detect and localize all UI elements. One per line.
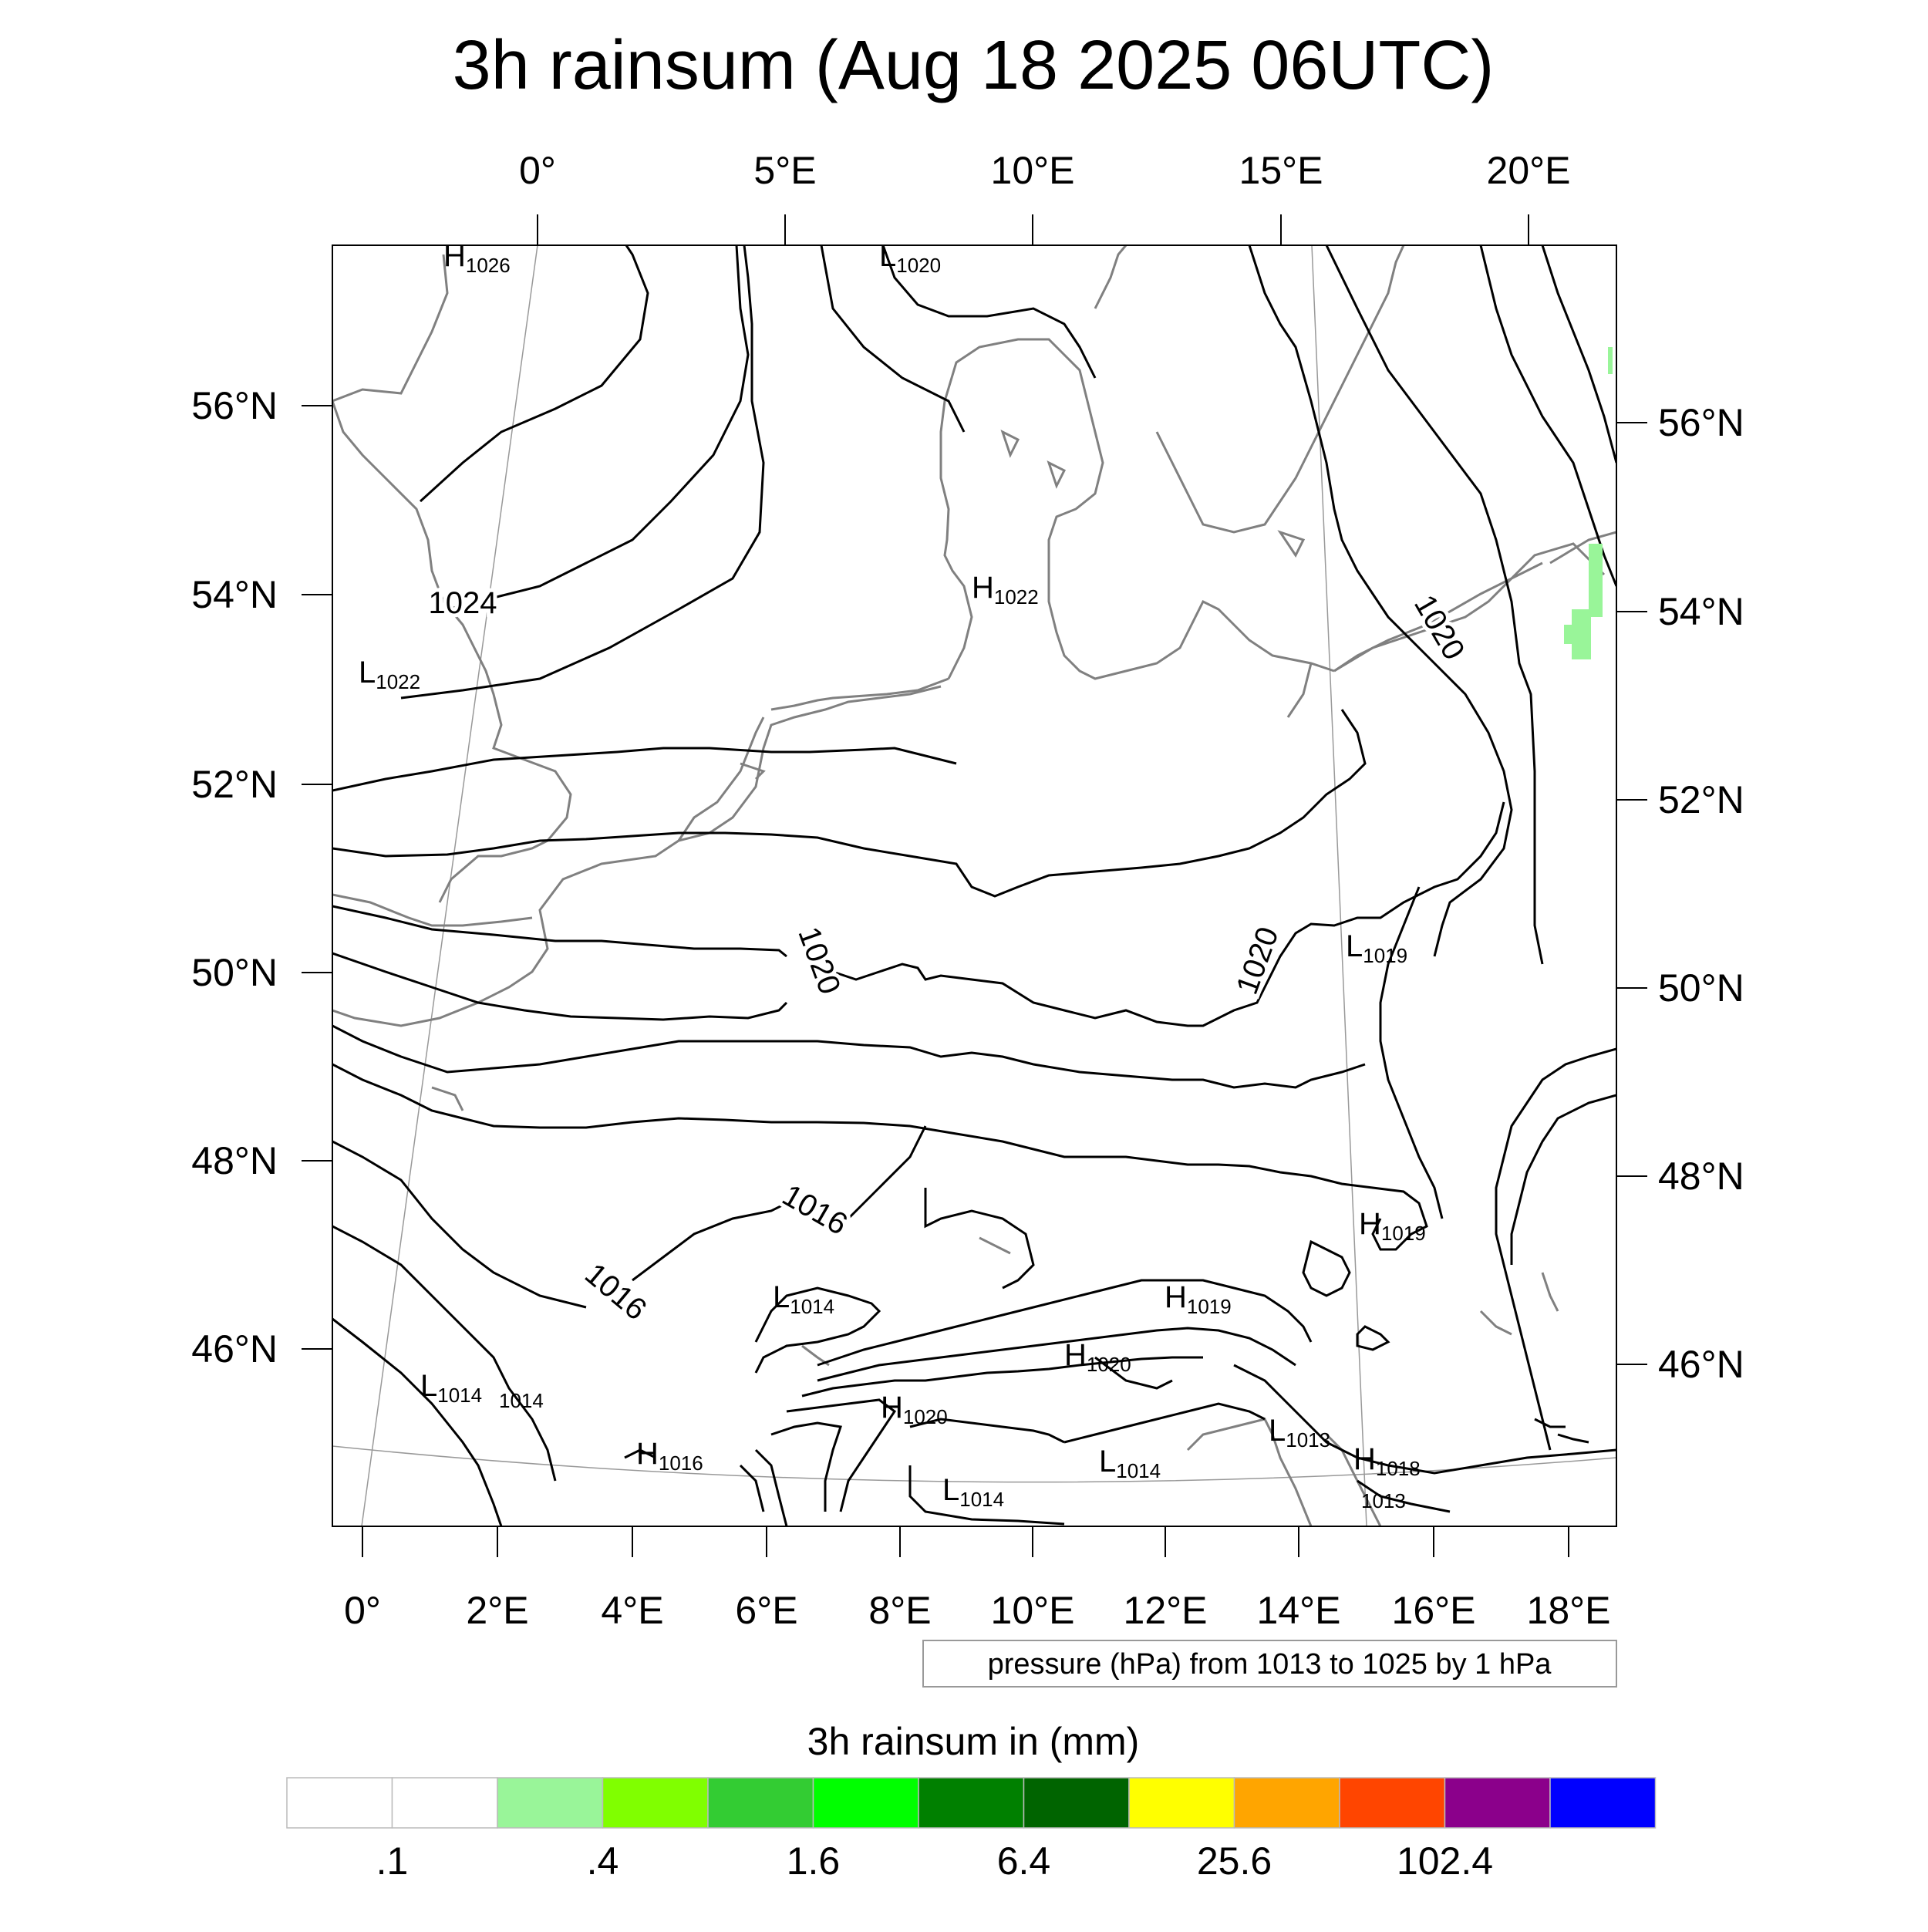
bottom-lon-label: 8°E [868,1589,931,1632]
pressure-center: H1022 [972,571,1039,609]
top-lon-label: 10°E [991,149,1075,192]
left-lat-label: 46°N [191,1327,278,1371]
bottom-lon-label: 4°E [601,1589,663,1632]
bottom-lon-label: 12°E [1124,1589,1208,1632]
right-lat-label: 52°N [1658,778,1744,821]
top-lon-label: 0° [519,149,556,192]
pressure-center: H1018 [1353,1442,1421,1480]
top-lon-label: 20°E [1487,149,1571,192]
isobar-label: 1024 [429,586,497,620]
colorbar-label: 102.4 [1397,1839,1493,1883]
pressure-centers: H1026 L1020 H1022 L1022 L1019 H1019 L101… [359,239,1426,1511]
colorbar-title: 3h rainsum in (mm) [807,1720,1140,1763]
rain-patches [1564,347,1613,659]
contour-info-box [922,1640,1617,1688]
colorbar-box [391,1777,498,1829]
colorbar-box [1549,1777,1657,1829]
pressure-center: L1014 [773,1280,834,1318]
bottom-lon-label: 0° [344,1589,381,1632]
pressure-center: L1013 [1269,1414,1330,1452]
contour-info-text: pressure (hPa) from 1013 to 1025 by 1 hP… [988,1648,1552,1681]
colorbar-label: 1.6 [787,1839,841,1883]
left-lat-labels: 56°N 54°N 52°N 50°N 48°N 46°N [191,384,278,1371]
minor-labels: 1014 1013 [499,1389,1406,1512]
tick-marks [302,214,1647,1557]
colorbar-box [602,1777,709,1829]
right-lat-label: 48°N [1658,1155,1744,1198]
pressure-center: L1020 [879,239,941,277]
pressure-center: L1019 [1346,929,1407,967]
pressure-center: H1020 [881,1391,948,1428]
bottom-lon-label: 10°E [991,1589,1075,1632]
map-frame [332,244,1617,1527]
left-lat-label: 50°N [191,951,278,994]
bottom-lon-label: 6°E [735,1589,797,1632]
isobar-label: 1016 [777,1178,853,1242]
pressure-center: L1022 [359,656,420,693]
left-lat-label: 48°N [191,1139,278,1182]
pressure-center: H1019 [1165,1280,1232,1318]
left-lat-label: 56°N [191,384,278,427]
map-title: 3h rainsum (Aug 18 2025 06UTC) [453,27,1495,104]
colorbar-box [707,1777,814,1829]
pressure-center: L1014 [1099,1445,1161,1482]
colorbar-box [918,1777,1025,1829]
right-lat-label: 50°N [1658,966,1744,1010]
map-area [332,245,1616,1526]
left-lat-label: 54°N [191,573,278,616]
minor-label: 1013 [1361,1489,1406,1512]
minor-label: 1014 [499,1389,544,1412]
coastlines [332,245,1616,1526]
right-lat-labels: 56°N 54°N 52°N 50°N 48°N 46°N [1658,401,1744,1386]
right-lat-label: 54°N [1658,590,1744,633]
pressure-center: H1016 [636,1437,703,1475]
top-lon-label: 5°E [753,149,816,192]
isobar-label: 1020 [791,922,847,999]
pressure-center: H1026 [443,239,511,277]
colorbar-box [497,1777,604,1829]
colorbar-box [1023,1777,1130,1829]
colorbar-box [1128,1777,1235,1829]
colorbar-box [1339,1777,1446,1829]
isobar-label: 1016 [578,1257,652,1327]
bottom-lon-labels: 0° 2°E 4°E 6°E 8°E 10°E 12°E 14°E 16°E 1… [344,1589,1610,1632]
colorbar-label: .4 [587,1839,619,1883]
colorbar-label: .1 [376,1839,409,1883]
bottom-lon-label: 16°E [1392,1589,1476,1632]
colorbar-box [1444,1777,1551,1829]
colorbar-labels: .1 .4 1.6 6.4 25.6 102.4 [376,1839,1493,1883]
bottom-lon-label: 14°E [1257,1589,1341,1632]
top-lon-label: 15°E [1239,149,1323,192]
bottom-lon-label: 2°E [466,1589,528,1632]
colorbar-label: 25.6 [1197,1839,1272,1883]
bottom-lon-label: 18°E [1527,1589,1611,1632]
pressure-center: H1020 [1064,1338,1131,1376]
right-lat-label: 56°N [1658,401,1744,444]
pressure-center: L1014 [942,1473,1004,1511]
isobars [332,245,1616,1526]
colorbar [286,1777,1657,1829]
colorbar-box [1233,1777,1340,1829]
graticule [332,245,1616,1526]
colorbar-label: 6.4 [997,1839,1051,1883]
colorbar-box [286,1777,393,1829]
pressure-center: L1014 [420,1369,482,1407]
right-lat-label: 46°N [1658,1343,1744,1386]
pressure-center: H1019 [1359,1207,1426,1245]
top-lon-labels: 0° 5°E 10°E 15°E 20°E [519,149,1570,192]
left-lat-label: 52°N [191,763,278,806]
colorbar-box [812,1777,919,1829]
